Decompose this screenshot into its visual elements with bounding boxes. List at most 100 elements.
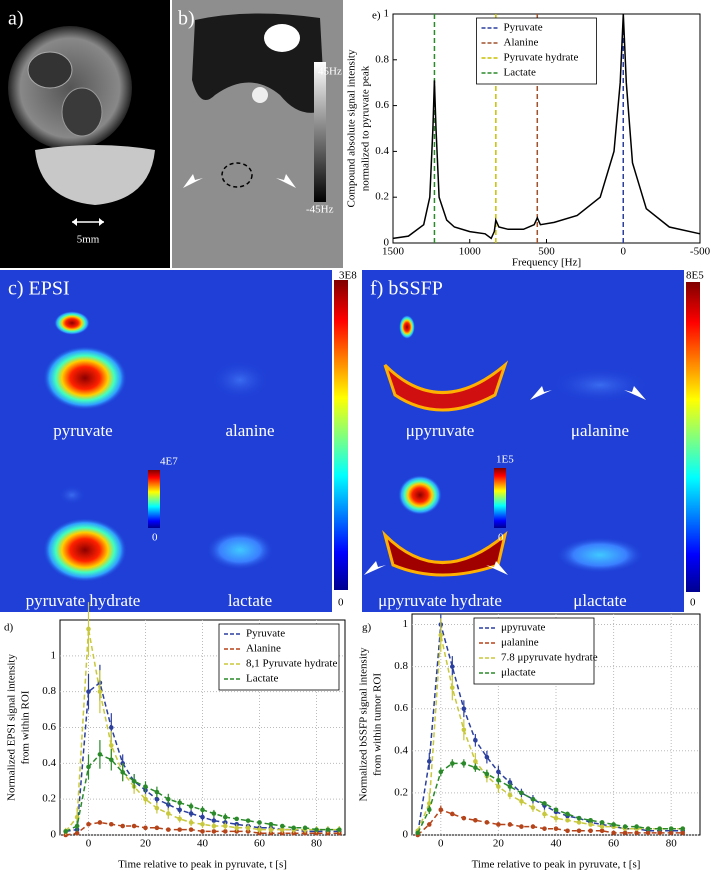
point: [97, 820, 103, 825]
blob: [206, 530, 274, 570]
point: [622, 824, 628, 829]
point: [565, 817, 570, 823]
panel-f: μpyruvate μalanine μpyruvate hydrate μla…: [362, 270, 704, 612]
x-tick-label: 20: [140, 838, 152, 850]
point: [484, 820, 490, 825]
point: [223, 814, 228, 820]
point: [109, 821, 114, 827]
point: [268, 827, 274, 832]
x-tick-label: 0: [438, 838, 444, 850]
y-tick-label: 1: [384, 8, 390, 20]
legend-label: 8,1 Pyruvate hydrate: [246, 658, 337, 670]
x-axis-label: Frequency [Hz]: [512, 257, 581, 269]
panel-label: e): [372, 10, 381, 22]
x-tick-label: -500: [690, 246, 711, 258]
x-tick-label: 1000: [459, 246, 482, 258]
roi: [221, 162, 253, 188]
point: [496, 777, 501, 783]
inset-colorbar: [494, 468, 506, 528]
point: [154, 796, 160, 802]
point: [507, 784, 513, 789]
point: [473, 817, 478, 823]
y-tick-label: 0: [403, 829, 409, 841]
point: [450, 685, 455, 690]
point: [588, 828, 593, 834]
x-tick-label: 60: [608, 838, 620, 850]
point: [166, 796, 171, 802]
point: [680, 830, 686, 836]
legend-label: 7.8 μpyruvate hydrate: [501, 652, 598, 664]
y-axis-label: from within ROI: [20, 690, 32, 764]
point: [188, 827, 194, 832]
colorbar: [334, 280, 348, 590]
point: [120, 769, 125, 775]
point: [211, 823, 217, 829]
point: [154, 825, 160, 831]
point: [302, 825, 308, 831]
colorbar-max: 45Hz: [318, 66, 342, 78]
point: [461, 815, 467, 821]
point: [211, 811, 217, 816]
point: [86, 821, 91, 827]
point: [668, 826, 674, 831]
y-tick-label: 1: [51, 649, 57, 661]
y-axis-label: Compound absolute signal intensity: [346, 49, 358, 207]
point: [109, 757, 114, 763]
y-tick-label: 0.4: [375, 145, 389, 157]
inset-min: 0: [152, 532, 158, 544]
point: [188, 820, 194, 825]
legend-label: Pyruvate hydrate: [504, 52, 579, 64]
point: [257, 820, 262, 825]
colorbar-min: 0: [690, 597, 696, 609]
y-tick-label: 0.2: [394, 786, 408, 798]
point: [177, 800, 182, 806]
point: [426, 807, 432, 813]
x-tick-label: 60: [254, 838, 266, 850]
panel-c: pyruvate alanine pyruvate hydrate lactat…: [0, 270, 357, 612]
y-tick-label: 0.6: [42, 721, 56, 733]
legend-label: Pyruvate: [246, 628, 285, 640]
point: [553, 815, 559, 821]
point: [565, 811, 570, 817]
legend-label: Alanine: [504, 37, 539, 49]
point: [200, 807, 205, 813]
y-axis-label: normalized to pyruvate peak: [360, 65, 372, 191]
point: [576, 828, 582, 834]
legend-label: Lactate: [504, 67, 536, 79]
map-label: alanine: [225, 421, 274, 440]
point: [530, 824, 536, 829]
point: [280, 827, 285, 832]
point: [325, 827, 331, 832]
point: [245, 818, 251, 823]
point: [200, 829, 205, 834]
map-label: pyruvate: [53, 421, 112, 440]
point: [507, 822, 513, 827]
point: [680, 826, 686, 831]
point: [109, 743, 114, 748]
point: [154, 805, 160, 811]
point: [450, 761, 455, 766]
point: [519, 790, 524, 796]
point: [415, 830, 421, 836]
point: [74, 830, 80, 836]
blob: [58, 485, 86, 505]
panel-a: 5mm a): [0, 0, 170, 268]
spectrum: [392, 13, 701, 240]
point: [177, 807, 182, 813]
blob: [210, 360, 270, 400]
point: [553, 826, 559, 831]
point: [97, 752, 103, 757]
panel-label: c) EPSI: [8, 278, 70, 300]
point: [645, 826, 651, 831]
legend-label: Alanine: [246, 643, 281, 655]
y-tick-label: 0.8: [42, 685, 56, 697]
point: [154, 789, 160, 795]
inset-max: 1E5: [496, 454, 514, 466]
point: [461, 706, 467, 712]
point: [86, 689, 91, 694]
point: [657, 830, 662, 836]
y-tick-label: 1: [403, 618, 409, 630]
point: [450, 664, 455, 669]
y-tick-label: 0.8: [375, 53, 389, 65]
